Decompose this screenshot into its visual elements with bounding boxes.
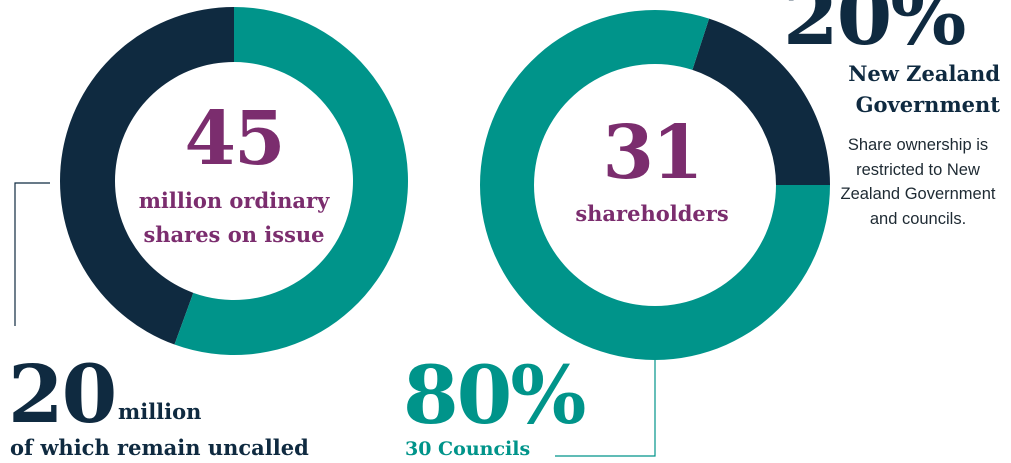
leader-line (555, 355, 656, 457)
segment-label: 30 Councils (405, 438, 531, 460)
segment-value: 20 (8, 347, 117, 441)
donut-segment (174, 7, 408, 355)
donut-segment (59, 7, 234, 345)
donut-segment (479, 9, 830, 361)
note: Share ownership is restricted to New Zea… (840, 136, 996, 228)
unit-label: million (118, 399, 202, 424)
center-label: shareholders (575, 201, 729, 226)
donut-segment (692, 18, 830, 185)
center-value: 31 (602, 110, 704, 196)
segment-value: 20% (783, 0, 966, 63)
leader-line (14, 182, 50, 326)
center-value: 45 (184, 96, 286, 182)
segment-value: 80% (403, 348, 586, 442)
segment-label: New Zealand Government (848, 61, 1000, 117)
segment-label: of which remain uncalled (10, 435, 309, 460)
center-label: million ordinary shares on issue (138, 188, 330, 247)
